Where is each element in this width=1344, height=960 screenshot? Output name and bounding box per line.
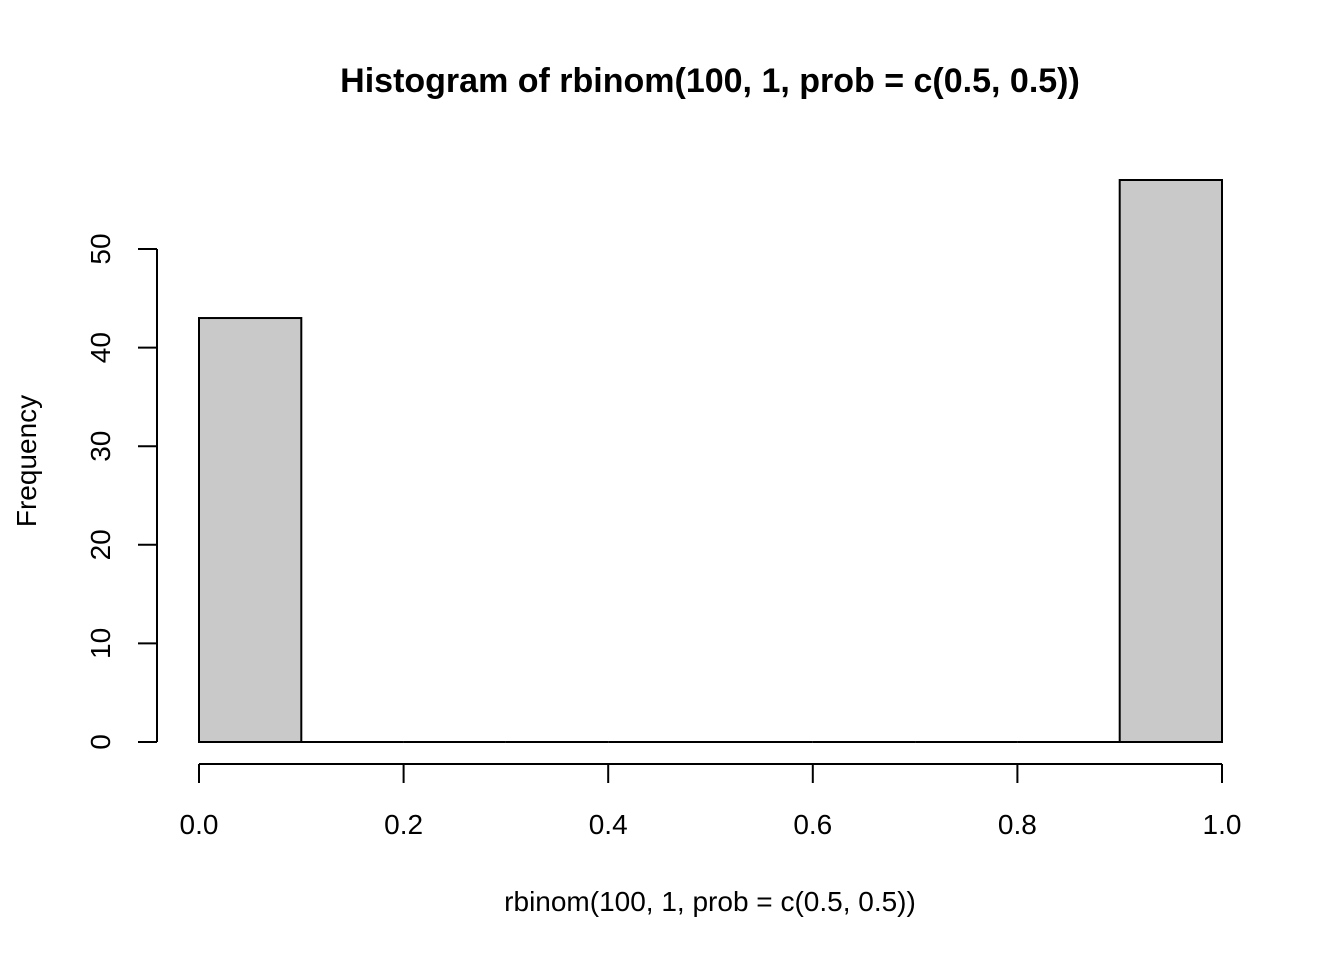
bars-group <box>198 179 1223 743</box>
histogram-bar <box>1118 179 1223 743</box>
x-tick-label: 1.0 <box>1203 809 1242 840</box>
y-tick-label: 30 <box>85 431 116 462</box>
y-tick-label: 40 <box>85 332 116 363</box>
x-axis: 0.0 0.2 0.4 0.6 0.8 1.0 <box>180 763 1242 840</box>
y-tick-label: 10 <box>85 628 116 659</box>
y-tick-label: 20 <box>85 529 116 560</box>
y-axis: 0 10 20 30 40 50 <box>85 233 158 750</box>
y-tick-label: 50 <box>85 233 116 264</box>
y-axis-label: Frequency <box>11 395 42 527</box>
x-tick-label: 0.8 <box>998 809 1037 840</box>
x-tick-label: 0.4 <box>589 809 628 840</box>
y-tick-label: 0 <box>85 734 116 750</box>
chart-title: Histogram of rbinom(100, 1, prob = c(0.5… <box>340 62 1080 100</box>
histogram-bar <box>198 317 303 743</box>
x-tick-label: 0.0 <box>180 809 219 840</box>
x-tick-label: 0.6 <box>793 809 832 840</box>
x-axis-label: rbinom(100, 1, prob = c(0.5, 0.5)) <box>504 886 916 917</box>
x-tick-label: 0.2 <box>384 809 423 840</box>
